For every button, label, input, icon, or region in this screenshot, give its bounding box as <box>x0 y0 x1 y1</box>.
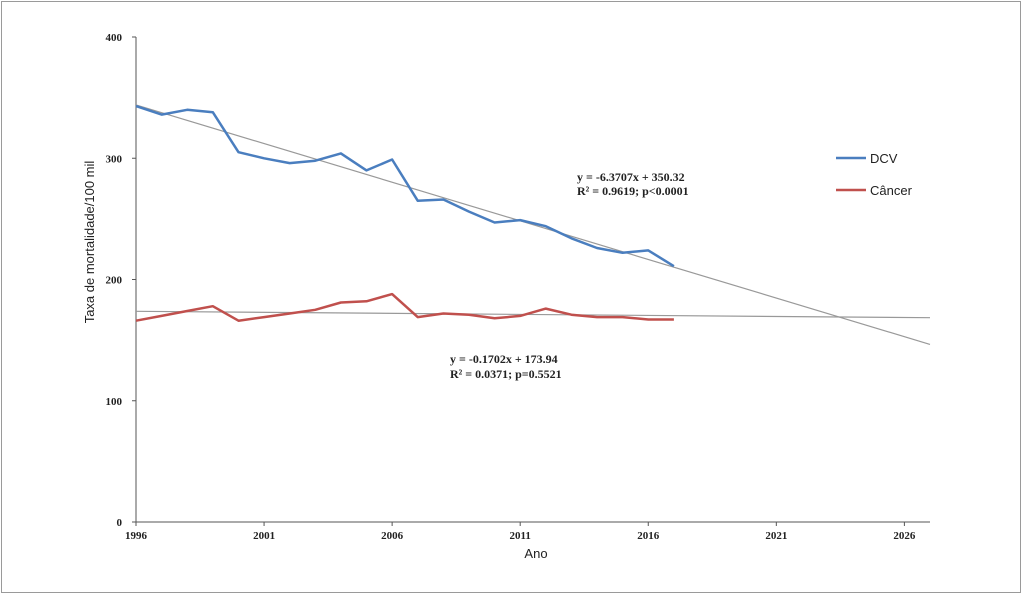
tick-labels: 0 100 200 300 400 1996 2001 2006 2011 2016 2021 202… <box>106 32 916 542</box>
trendline-dcv <box>135 104 931 345</box>
trendline-cancer <box>135 310 931 319</box>
x-tick-label: 2011 <box>509 530 530 542</box>
axes <box>132 36 930 526</box>
y-tick-label: 400 <box>106 32 123 44</box>
equation-dcv: y = -6.3707x + 350.32 <box>577 170 685 184</box>
equation-cancer: y = -0.1702x + 173.94 <box>450 352 558 366</box>
series-line-cancer <box>135 292 674 322</box>
equation-annotation-dcv: y = -6.3707x + 350.32 R² = 0.9619; p<0.0… <box>577 170 689 198</box>
x-tick-label: 2006 <box>381 530 404 542</box>
y-tick-label: 200 <box>106 275 123 287</box>
y-tick-label: 100 <box>106 396 123 408</box>
r-squared-dcv: R² = 0.9619; p<0.0001 <box>577 184 689 198</box>
x-tick-label: 1996 <box>125 530 148 542</box>
x-tick-label: 2026 <box>893 530 916 542</box>
series-line-dcv <box>135 104 675 268</box>
x-axis-title: Ano <box>524 546 547 561</box>
r-squared-cancer: R² = 0.0371; p=0.5521 <box>450 367 562 381</box>
y-tick-label: 0 <box>117 517 123 529</box>
trendlines <box>135 104 931 345</box>
legend-label-cancer: Câncer <box>870 183 913 198</box>
series-lines <box>135 104 675 322</box>
equation-annotation-cancer: y = -0.1702x + 173.94 R² = 0.0371; p=0.5… <box>450 352 562 381</box>
x-tick-label: 2001 <box>253 530 275 542</box>
legend: DCV Câncer <box>836 151 913 198</box>
legend-label-dcv: DCV <box>870 151 898 166</box>
x-tick-label: 2021 <box>765 530 787 542</box>
y-axis-title: Taxa de mortalidade/100 mil <box>82 161 97 324</box>
x-tick-label: 2016 <box>637 530 660 542</box>
y-tick-label: 300 <box>106 153 123 165</box>
